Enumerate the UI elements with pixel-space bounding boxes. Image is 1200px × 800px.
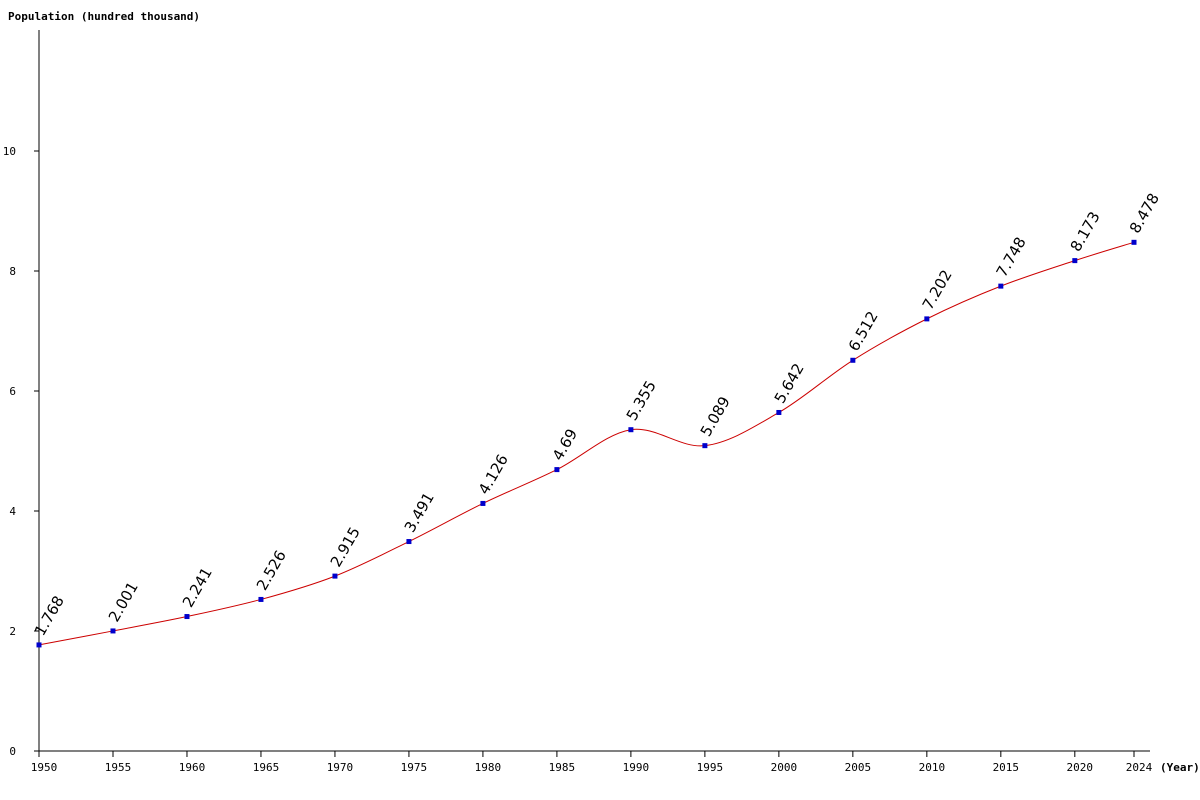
data-point-markers <box>36 239 1137 648</box>
y-tick-label: 2 <box>9 625 16 638</box>
data-point <box>998 283 1004 289</box>
x-tick-label: 1965 <box>253 761 280 774</box>
data-label: 4.126 <box>475 451 512 497</box>
y-tick-label: 10 <box>3 145 16 158</box>
data-label: 1.768 <box>31 593 68 639</box>
data-label: 2.915 <box>327 524 364 570</box>
data-point <box>554 467 560 473</box>
x-tick-label: 1980 <box>475 761 502 774</box>
data-point <box>776 409 782 415</box>
x-tick-label: 1960 <box>179 761 206 774</box>
y-axis-ticks: 0 2 4 6 8 10 <box>3 145 39 758</box>
data-point <box>924 316 930 322</box>
y-tick-label: 8 <box>9 265 16 278</box>
data-point <box>1072 258 1078 264</box>
y-tick-label: 4 <box>9 505 16 518</box>
data-point <box>110 628 116 634</box>
x-axis-ticks: 1950 1955 1960 1965 1970 1975 1980 1985 1990 1995… <box>31 751 1153 774</box>
data-label: 5.642 <box>771 360 808 406</box>
y-tick-label: 6 <box>9 385 16 398</box>
data-label: 7.202 <box>919 267 956 313</box>
data-label: 8.173 <box>1067 208 1104 254</box>
data-label: 5.089 <box>697 393 734 439</box>
data-label: 2.001 <box>105 579 142 625</box>
y-tick-label: 0 <box>9 745 16 758</box>
x-tick-label: 2020 <box>1067 761 1094 774</box>
x-tick-label: 1950 <box>31 761 58 774</box>
data-label: 3.491 <box>401 489 438 535</box>
x-tick-label: 1985 <box>549 761 576 774</box>
population-series-line <box>38 241 1135 646</box>
data-label: 8.478 <box>1126 190 1163 236</box>
data-point <box>258 596 264 602</box>
x-tick-label: 1955 <box>105 761 132 774</box>
x-tick-label: 1975 <box>401 761 428 774</box>
data-point <box>36 642 42 648</box>
data-label: 5.355 <box>623 378 660 424</box>
data-point <box>702 443 708 449</box>
x-tick-label: 2024 <box>1126 761 1153 774</box>
data-point <box>628 427 634 433</box>
data-label: 6.512 <box>845 308 882 354</box>
data-label: 2.241 <box>179 564 216 610</box>
x-tick-label: 1990 <box>623 761 650 774</box>
data-point <box>850 357 856 363</box>
x-tick-label: 2000 <box>771 761 798 774</box>
data-point <box>332 573 338 579</box>
x-tick-label: 1995 <box>697 761 724 774</box>
data-point <box>480 500 486 506</box>
data-label: 2.526 <box>253 547 290 593</box>
y-axis-title: Population (hundred thousand) <box>8 10 200 23</box>
x-tick-label: 2010 <box>919 761 946 774</box>
x-tick-label: 1970 <box>327 761 354 774</box>
x-axis-title: (Year) <box>1160 761 1200 774</box>
data-point <box>184 614 190 620</box>
x-tick-label: 2015 <box>993 761 1020 774</box>
x-tick-label: 2005 <box>845 761 872 774</box>
data-point-labels: 1.768 2.001 2.241 2.5262.9153.4914.1264.695… <box>31 190 1163 639</box>
data-point <box>1131 239 1137 245</box>
data-label: 7.748 <box>993 234 1030 280</box>
data-point <box>406 539 412 545</box>
